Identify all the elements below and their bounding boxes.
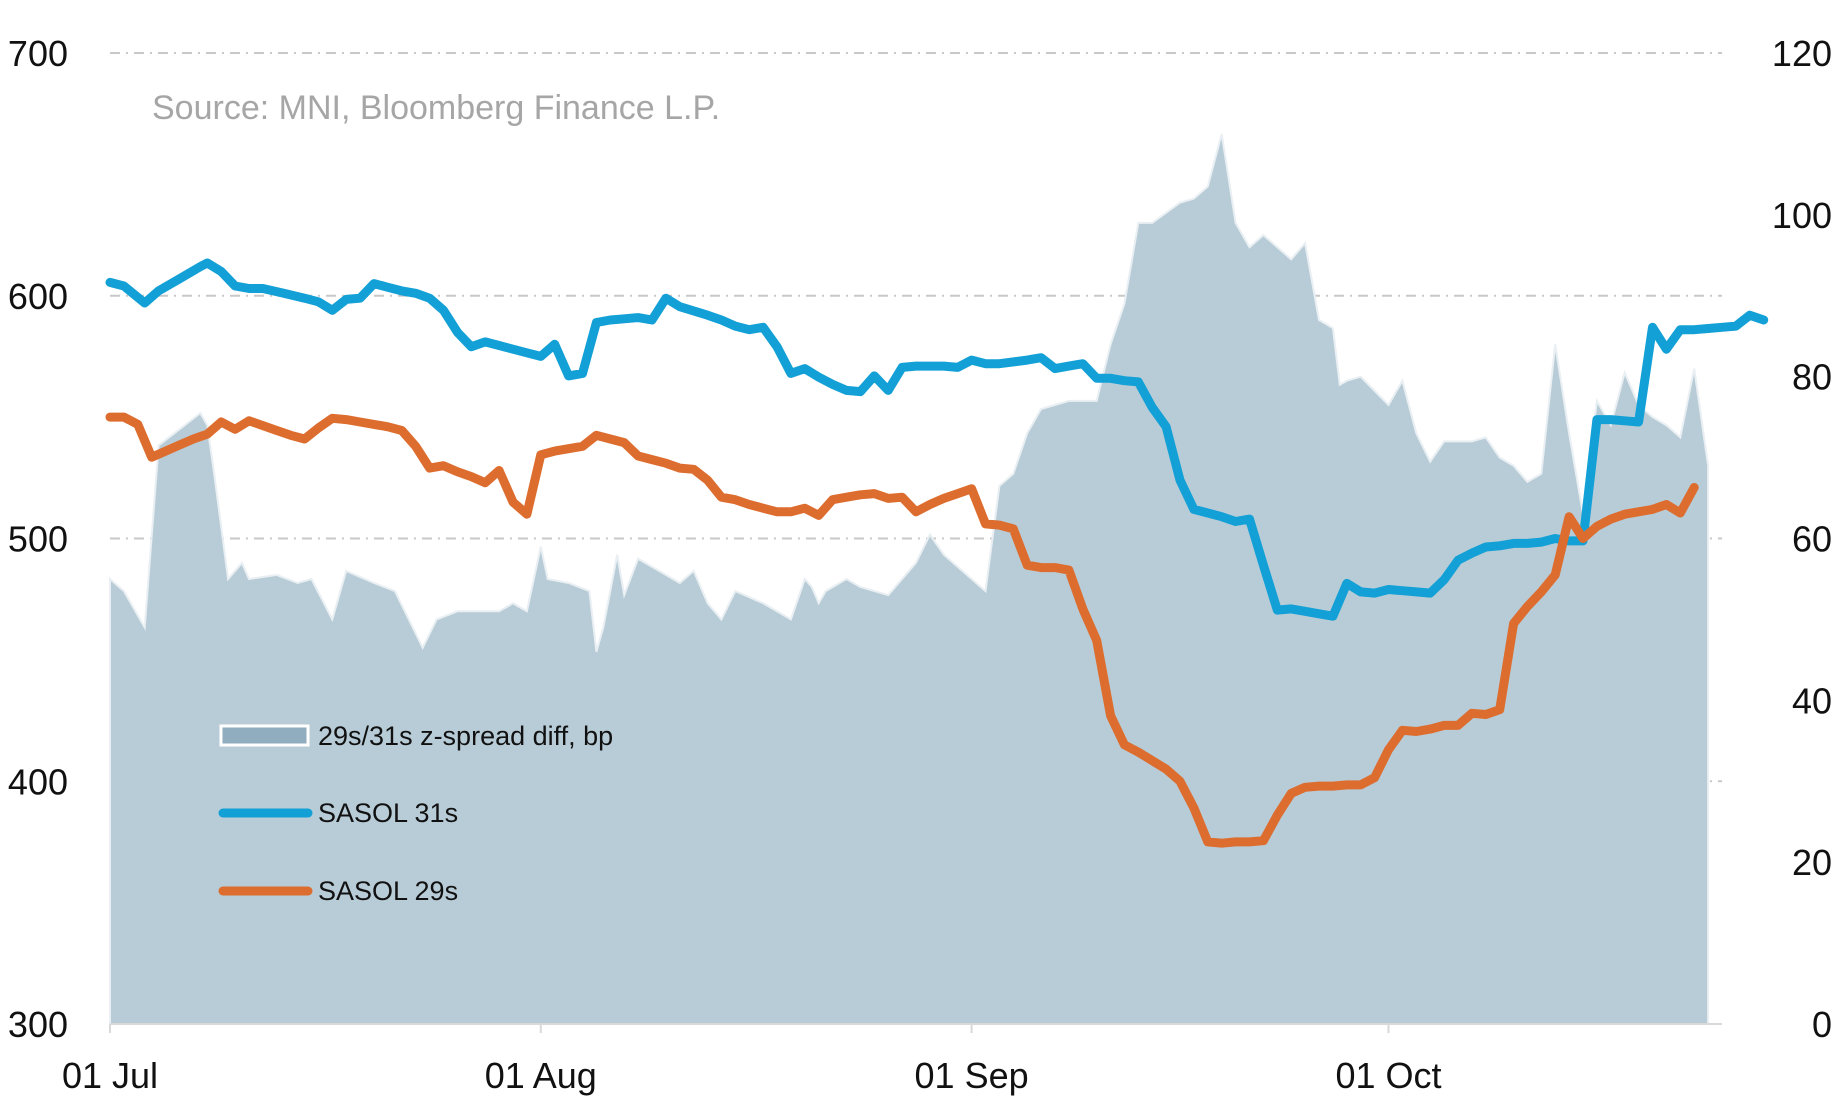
y-right-tick-120: 120 xyxy=(1772,33,1832,74)
area-series-layer xyxy=(109,133,1710,1025)
legend-sasol31-label: SASOL 31s xyxy=(318,798,458,828)
y-right-tick-20: 20 xyxy=(1792,842,1832,883)
y-left-tick-600: 600 xyxy=(8,276,68,317)
y-right-tick-0: 0 xyxy=(1812,1004,1832,1045)
legend-area-swatch xyxy=(219,724,310,747)
x-tick-label-0: 01 Jul xyxy=(62,1055,158,1096)
y-right-tick-100: 100 xyxy=(1772,195,1832,236)
legend-sasol29-label: SASOL 29s xyxy=(318,876,458,906)
line-sasol-29s xyxy=(105,412,1699,848)
x-tick-label-3: 01 Oct xyxy=(1335,1055,1441,1096)
line-series-layer xyxy=(105,258,1769,848)
y-left-tick-400: 400 xyxy=(8,761,68,802)
y-left-tick-700: 700 xyxy=(8,33,68,74)
legend: 29s/31s z-spread diff, bp SASOL 31s SASO… xyxy=(218,721,613,906)
line-sasol-31s xyxy=(105,258,1769,621)
x-tick-label-2: 01 Sep xyxy=(915,1055,1029,1096)
tick-labels: 300 400 500 600 700 0 20 40 60 80 100 120 01 Jul 01 A… xyxy=(8,33,1832,1096)
y-right-tick-40: 40 xyxy=(1792,680,1832,721)
y-right-tick-80: 80 xyxy=(1792,357,1832,398)
area-z-spread-diff xyxy=(109,133,1710,1025)
source-note: Source: MNI, Bloomberg Finance L.P. xyxy=(152,89,720,127)
x-tick-label-1: 01 Aug xyxy=(485,1055,597,1096)
y-left-tick-300: 300 xyxy=(8,1004,68,1045)
legend-area-label: 29s/31s z-spread diff, bp xyxy=(318,721,613,751)
y-right-tick-60: 60 xyxy=(1792,519,1832,560)
x-axis xyxy=(109,1023,1722,1033)
y-left-tick-500: 500 xyxy=(8,519,68,560)
